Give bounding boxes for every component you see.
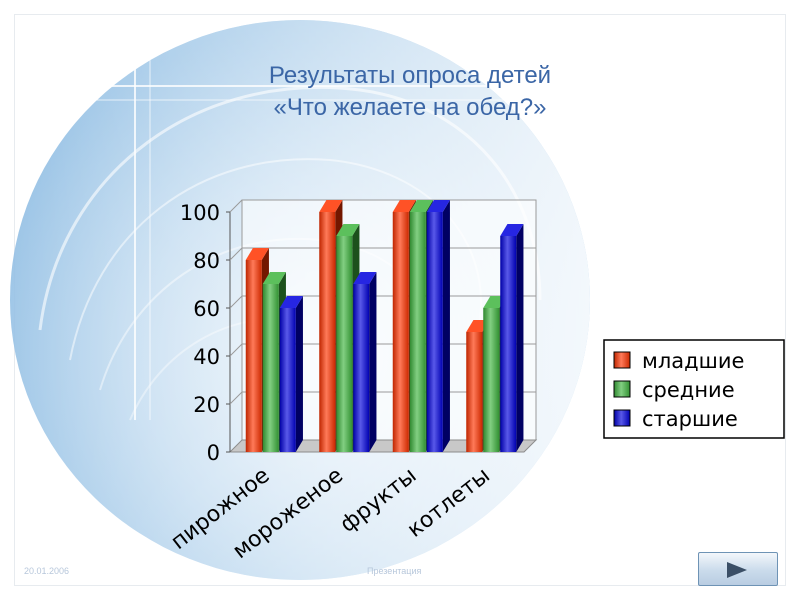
legend-swatch (613, 380, 631, 398)
bar-front (466, 332, 483, 452)
legend-label: младшие (642, 349, 744, 373)
legend-label: средние (642, 378, 735, 402)
bar-старшие-пирожное (279, 296, 303, 452)
bar-top (279, 296, 303, 308)
x-tick-label: котлеты (403, 463, 495, 543)
bar-front (319, 212, 336, 452)
title-line-1: Результаты опроса детей (268, 62, 552, 89)
bar-front (392, 212, 409, 452)
bar-top (262, 272, 286, 284)
bar-top (500, 224, 524, 236)
plot-floor (228, 439, 538, 453)
bar-side (295, 296, 303, 452)
legend-swatch (613, 351, 631, 369)
next-slide-button[interactable] (698, 552, 778, 586)
bar-front (279, 308, 296, 452)
bar-front (336, 236, 353, 452)
bar-top (319, 200, 343, 212)
bar-front (483, 308, 500, 452)
bar-top (392, 200, 416, 212)
bar-front (426, 212, 443, 452)
bar-top (426, 200, 450, 212)
bar-side (442, 200, 450, 452)
y-tick-label: 80 (193, 249, 220, 273)
y-tick-label: 100 (180, 201, 220, 225)
bar-front (409, 212, 426, 452)
y-tick-label: 60 (193, 297, 220, 321)
bar-старшие-фрукты (426, 200, 450, 452)
bar-side (369, 272, 377, 452)
bar-front (353, 284, 370, 452)
footer-date: 20.01.2006 (24, 566, 70, 576)
bar-top (353, 272, 377, 284)
gridline-side (229, 295, 243, 309)
bar-front (500, 236, 517, 452)
legend-label: старшие (642, 407, 738, 431)
bar-старшие-котлеты (500, 224, 524, 452)
title-line-2: «Что желаете на обед?» (273, 94, 547, 121)
y-tick-label: 40 (193, 345, 220, 369)
bar-top (336, 224, 360, 236)
gridline-side (229, 247, 243, 261)
gridline-side (229, 199, 243, 213)
legend-swatch (613, 409, 631, 427)
slide-title: Результаты опроса детей «Что желаете на … (0, 62, 800, 122)
y-tick-label: 0 (207, 441, 220, 465)
bar-side (516, 224, 524, 452)
gridline-side (229, 343, 243, 357)
y-tick-label: 20 (193, 393, 220, 417)
bar-top (409, 200, 433, 212)
bar-старшие-мороженое (353, 272, 377, 452)
footer-center-text: Презентация (367, 566, 422, 576)
gridline-side (229, 391, 243, 405)
bar-front (262, 284, 279, 452)
bar-top (245, 248, 269, 260)
bar-front (245, 260, 262, 452)
play-arrow-icon (727, 562, 747, 578)
legend-box (603, 339, 785, 439)
